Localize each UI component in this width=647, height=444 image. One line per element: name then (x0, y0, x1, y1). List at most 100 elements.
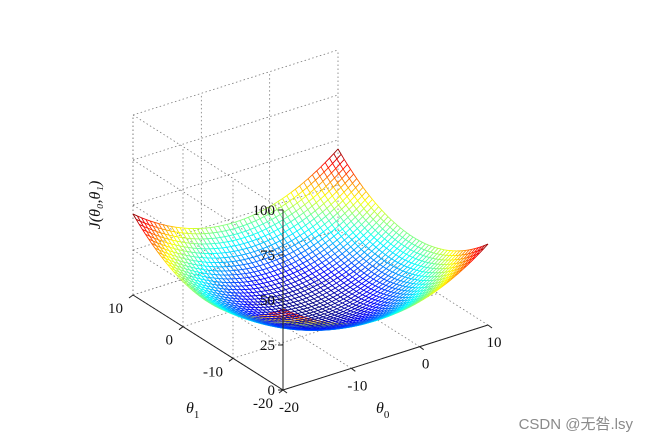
mesh-line (167, 253, 172, 259)
mesh-line (308, 303, 312, 307)
mesh-line (223, 308, 229, 312)
mesh-line (403, 277, 409, 283)
mesh-line (372, 265, 376, 269)
mesh-line (348, 236, 353, 241)
mesh-line (362, 311, 368, 315)
mesh-line (343, 187, 349, 193)
mesh-line (360, 321, 365, 325)
mesh-line (364, 282, 370, 286)
mesh-line (328, 296, 334, 300)
mesh-line (307, 307, 311, 311)
mesh-line (317, 296, 322, 300)
mesh-line (380, 217, 385, 222)
mesh-line (219, 257, 224, 263)
mesh-line (307, 236, 311, 242)
mesh-line (377, 307, 383, 312)
mesh-line (349, 253, 354, 257)
mesh-line (234, 264, 240, 267)
mesh-line (170, 257, 175, 263)
mesh-line (208, 233, 213, 239)
mesh-line (346, 164, 351, 170)
mesh-line (180, 241, 186, 244)
mesh-line (351, 208, 357, 214)
mesh-line (387, 311, 393, 315)
mesh-line (201, 275, 206, 281)
mesh-line (470, 248, 476, 254)
mesh-line (276, 209, 281, 215)
mesh-line (208, 253, 212, 259)
mesh-line (340, 213, 346, 218)
mesh-line (303, 178, 309, 183)
mesh-line (199, 233, 204, 240)
mesh-line (393, 262, 399, 267)
mesh-line (426, 256, 430, 258)
mesh-line (201, 297, 207, 301)
mesh-line (257, 301, 262, 306)
mesh-line (232, 234, 237, 241)
mesh-line (314, 261, 319, 266)
mesh-line (370, 257, 375, 261)
mesh-line (268, 324, 273, 327)
mesh-line (191, 285, 196, 288)
mesh-line (338, 246, 344, 251)
mesh-line (275, 216, 280, 223)
mesh-line (336, 158, 341, 165)
mesh-line (405, 259, 409, 262)
mesh-line (397, 309, 402, 313)
mesh-line (368, 265, 373, 270)
mesh-line (401, 258, 406, 261)
mesh-line (321, 308, 326, 312)
mesh-line (253, 270, 259, 273)
mesh-line (374, 249, 380, 255)
mesh-line (317, 325, 322, 328)
mesh-line (349, 301, 354, 305)
mesh-line (283, 307, 288, 311)
mesh-line (203, 269, 208, 274)
mesh-line (375, 304, 381, 308)
mesh-line (361, 314, 367, 318)
mesh-line (368, 223, 373, 228)
mesh-line (345, 319, 351, 322)
mesh-line (292, 290, 297, 295)
mesh-line (259, 264, 264, 267)
mesh-line (284, 292, 289, 295)
mesh-line (335, 327, 341, 330)
mesh-line (232, 306, 238, 309)
mesh-line (416, 252, 421, 255)
mesh-line (308, 197, 314, 202)
mesh-line (305, 192, 311, 197)
mesh-line (435, 254, 441, 260)
mesh-line (327, 265, 333, 270)
mesh-line (374, 229, 379, 234)
mesh-line (256, 213, 261, 219)
mesh-line (309, 300, 314, 304)
mesh-line (245, 272, 250, 274)
mesh-line (394, 296, 400, 301)
mesh-line (372, 199, 376, 204)
mesh-line (402, 266, 408, 272)
mesh-line (266, 285, 271, 288)
mesh-line (305, 301, 309, 305)
mesh-line (398, 252, 404, 258)
mesh-line (321, 306, 327, 310)
mesh-line (420, 261, 426, 267)
mesh-line (158, 239, 163, 242)
mesh-line (334, 274, 338, 279)
mesh-line (267, 261, 273, 264)
x-tick-label: -10 (347, 378, 367, 394)
mesh-line (326, 322, 332, 325)
mesh-line (258, 225, 263, 232)
mesh-line (222, 278, 227, 283)
mesh-line (301, 195, 307, 201)
mesh-line (325, 279, 330, 284)
mesh-line (417, 264, 422, 267)
mesh-line (399, 250, 404, 253)
mesh-line (288, 272, 294, 276)
mesh-line (294, 244, 299, 250)
mesh-line (382, 283, 387, 286)
mesh-line (353, 318, 358, 321)
mesh-line (227, 299, 233, 302)
mesh-line (165, 229, 171, 232)
mesh-line (279, 238, 285, 242)
mesh-line (264, 278, 268, 283)
